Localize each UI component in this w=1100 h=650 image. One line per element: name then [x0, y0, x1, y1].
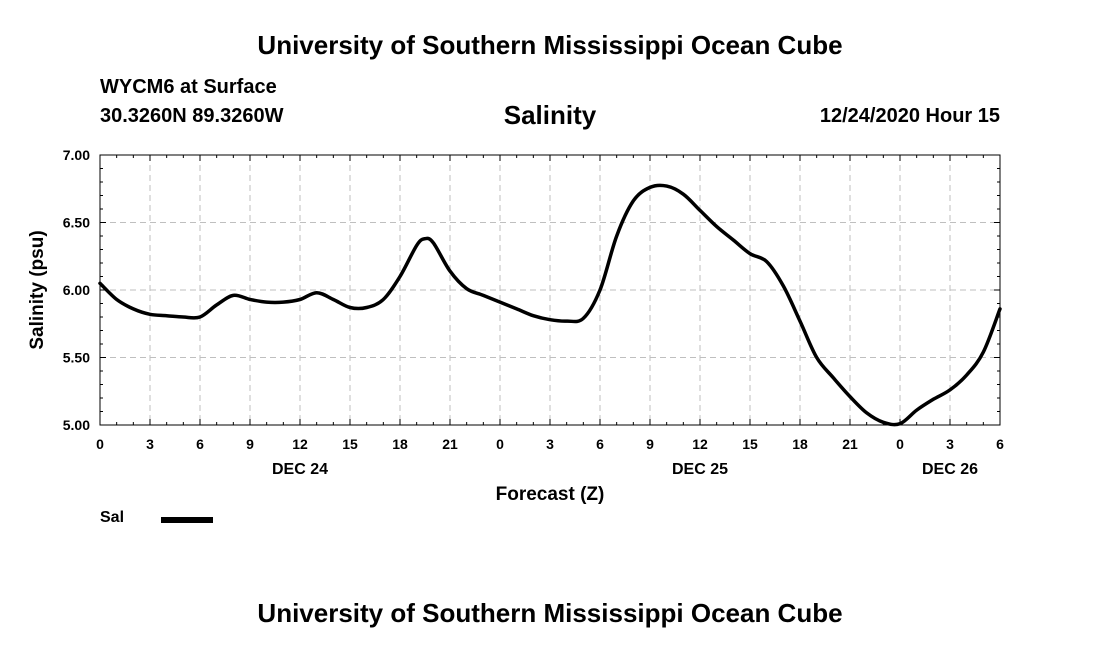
chart-title: Salinity	[503, 100, 597, 130]
x-tick-label: 18	[392, 436, 408, 452]
y-tick-label: 5.50	[63, 350, 90, 366]
series-line-sal	[98, 183, 1002, 427]
x-tick-label: 6	[196, 436, 204, 452]
x-tick-label: 3	[146, 436, 154, 452]
y-tick-label: 5.00	[63, 417, 90, 433]
x-tick-label: 9	[246, 436, 254, 452]
date-label: DEC 24	[272, 461, 328, 478]
legend-swatch	[161, 517, 213, 523]
date-label: DEC 25	[672, 461, 728, 478]
x-tick-label: 6	[996, 436, 1004, 452]
y-tick-label: 6.50	[63, 215, 90, 231]
axis-labels: 0 3 6 9 12 15 18 21 0 3 6 9 12 15 18 21 0 3 6 5.00 5.50 6.00 6…	[63, 147, 1004, 478]
x-tick-label: 6	[596, 436, 604, 452]
x-tick-label: 15	[342, 436, 358, 452]
header-title: University of Southern Mississippi Ocean…	[257, 30, 843, 60]
plot-frame	[99, 154, 1001, 426]
x-tick-label: 0	[896, 436, 904, 452]
x-tick-label: 0	[96, 436, 104, 452]
grid-lines	[100, 155, 1000, 425]
x-tick-label: 0	[496, 436, 504, 452]
legend-label: Sal	[100, 509, 125, 526]
footer-title: University of Southern Mississippi Ocean…	[257, 598, 843, 628]
x-tick-label: 18	[792, 436, 808, 452]
series-layer	[98, 183, 1002, 427]
date-label: DEC 26	[922, 461, 978, 478]
x-tick-label: 21	[442, 436, 458, 452]
x-tick-label: 15	[742, 436, 758, 452]
x-tick-label: 3	[546, 436, 554, 452]
y-tick-label: 6.00	[63, 282, 90, 298]
x-axis-title: Forecast (Z)	[496, 484, 605, 505]
x-tick-label: 9	[646, 436, 654, 452]
y-axis-title: Salinity (psu)	[27, 230, 48, 349]
station-label: WYCM6 at Surface	[100, 76, 277, 98]
y-tick-label: 7.00	[63, 147, 90, 163]
forecast-timestamp: 12/24/2020 Hour 15	[819, 105, 1000, 127]
station-coordinates: 30.3260N 89.3260W	[100, 105, 284, 127]
x-tick-label: 21	[842, 436, 858, 452]
x-tick-label: 12	[692, 436, 708, 452]
x-tick-label: 12	[292, 436, 308, 452]
x-tick-label: 3	[946, 436, 954, 452]
